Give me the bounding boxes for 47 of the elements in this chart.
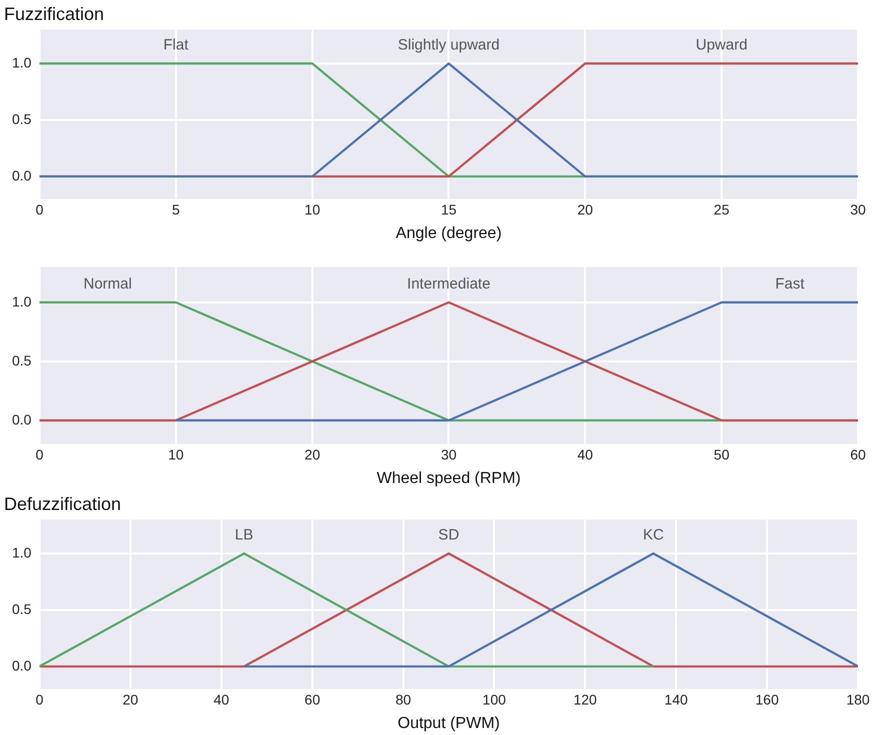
x-axis-title: Output (PWM)	[398, 714, 500, 732]
x-axis-title: Angle (degree)	[396, 224, 502, 242]
y-tick-label: 0.0	[12, 167, 32, 184]
chart-title: Fuzzification	[4, 4, 104, 24]
x-tick-label: 10	[168, 446, 184, 462]
x-tick-label: 40	[577, 446, 594, 462]
x-axis-title: Wheel speed (RPM)	[376, 470, 521, 487]
chart-title: Defuzzification	[4, 494, 122, 514]
y-tick-label: 0.0	[12, 411, 32, 428]
x-tick-label: 10	[304, 201, 320, 218]
x-tick-label: 40	[214, 691, 230, 708]
y-tick-label: 0.5	[12, 110, 32, 127]
series-label: Slightly upward	[398, 36, 500, 54]
x-tick-label: 0	[36, 446, 44, 462]
x-tick-label: 100	[482, 691, 506, 708]
x-tick-label: 0	[36, 201, 44, 218]
x-tick-label: 20	[122, 691, 138, 708]
y-tick-label: 1.0	[12, 54, 32, 70]
x-tick-label: 25	[714, 201, 730, 218]
x-tick-label: 20	[304, 446, 320, 462]
series-label: SD	[438, 526, 460, 544]
series-label: LB	[234, 526, 254, 544]
x-tick-label: 50	[714, 446, 730, 462]
x-tick-label: 60	[850, 446, 866, 462]
x-tick-label: 30	[440, 446, 457, 462]
series-label: Flat	[163, 36, 190, 54]
y-tick-label: 1.0	[12, 293, 32, 310]
series-label: Intermediate	[407, 276, 490, 293]
y-tick-label: 0.5	[12, 352, 32, 368]
y-tick-label: 1.0	[12, 544, 32, 560]
x-tick-label: 60	[304, 691, 320, 708]
x-tick-label: 30	[850, 201, 866, 218]
x-tick-label: 0	[36, 691, 44, 708]
x-tick-label: 5	[172, 201, 180, 218]
x-tick-label: 160	[755, 691, 779, 708]
x-tick-label: 180	[846, 691, 870, 708]
x-tick-label: 15	[440, 201, 457, 218]
x-tick-label: 80	[395, 691, 412, 708]
y-tick-label: 0.5	[12, 600, 32, 617]
series-label: Normal	[84, 276, 132, 293]
x-tick-label: 120	[573, 691, 598, 708]
series-label: Upward	[696, 36, 748, 54]
series-label: Fast	[775, 276, 806, 293]
series-label: KC	[642, 526, 664, 544]
x-tick-label: 140	[664, 691, 688, 708]
x-tick-label: 20	[577, 201, 594, 218]
y-tick-label: 0.0	[12, 657, 32, 674]
